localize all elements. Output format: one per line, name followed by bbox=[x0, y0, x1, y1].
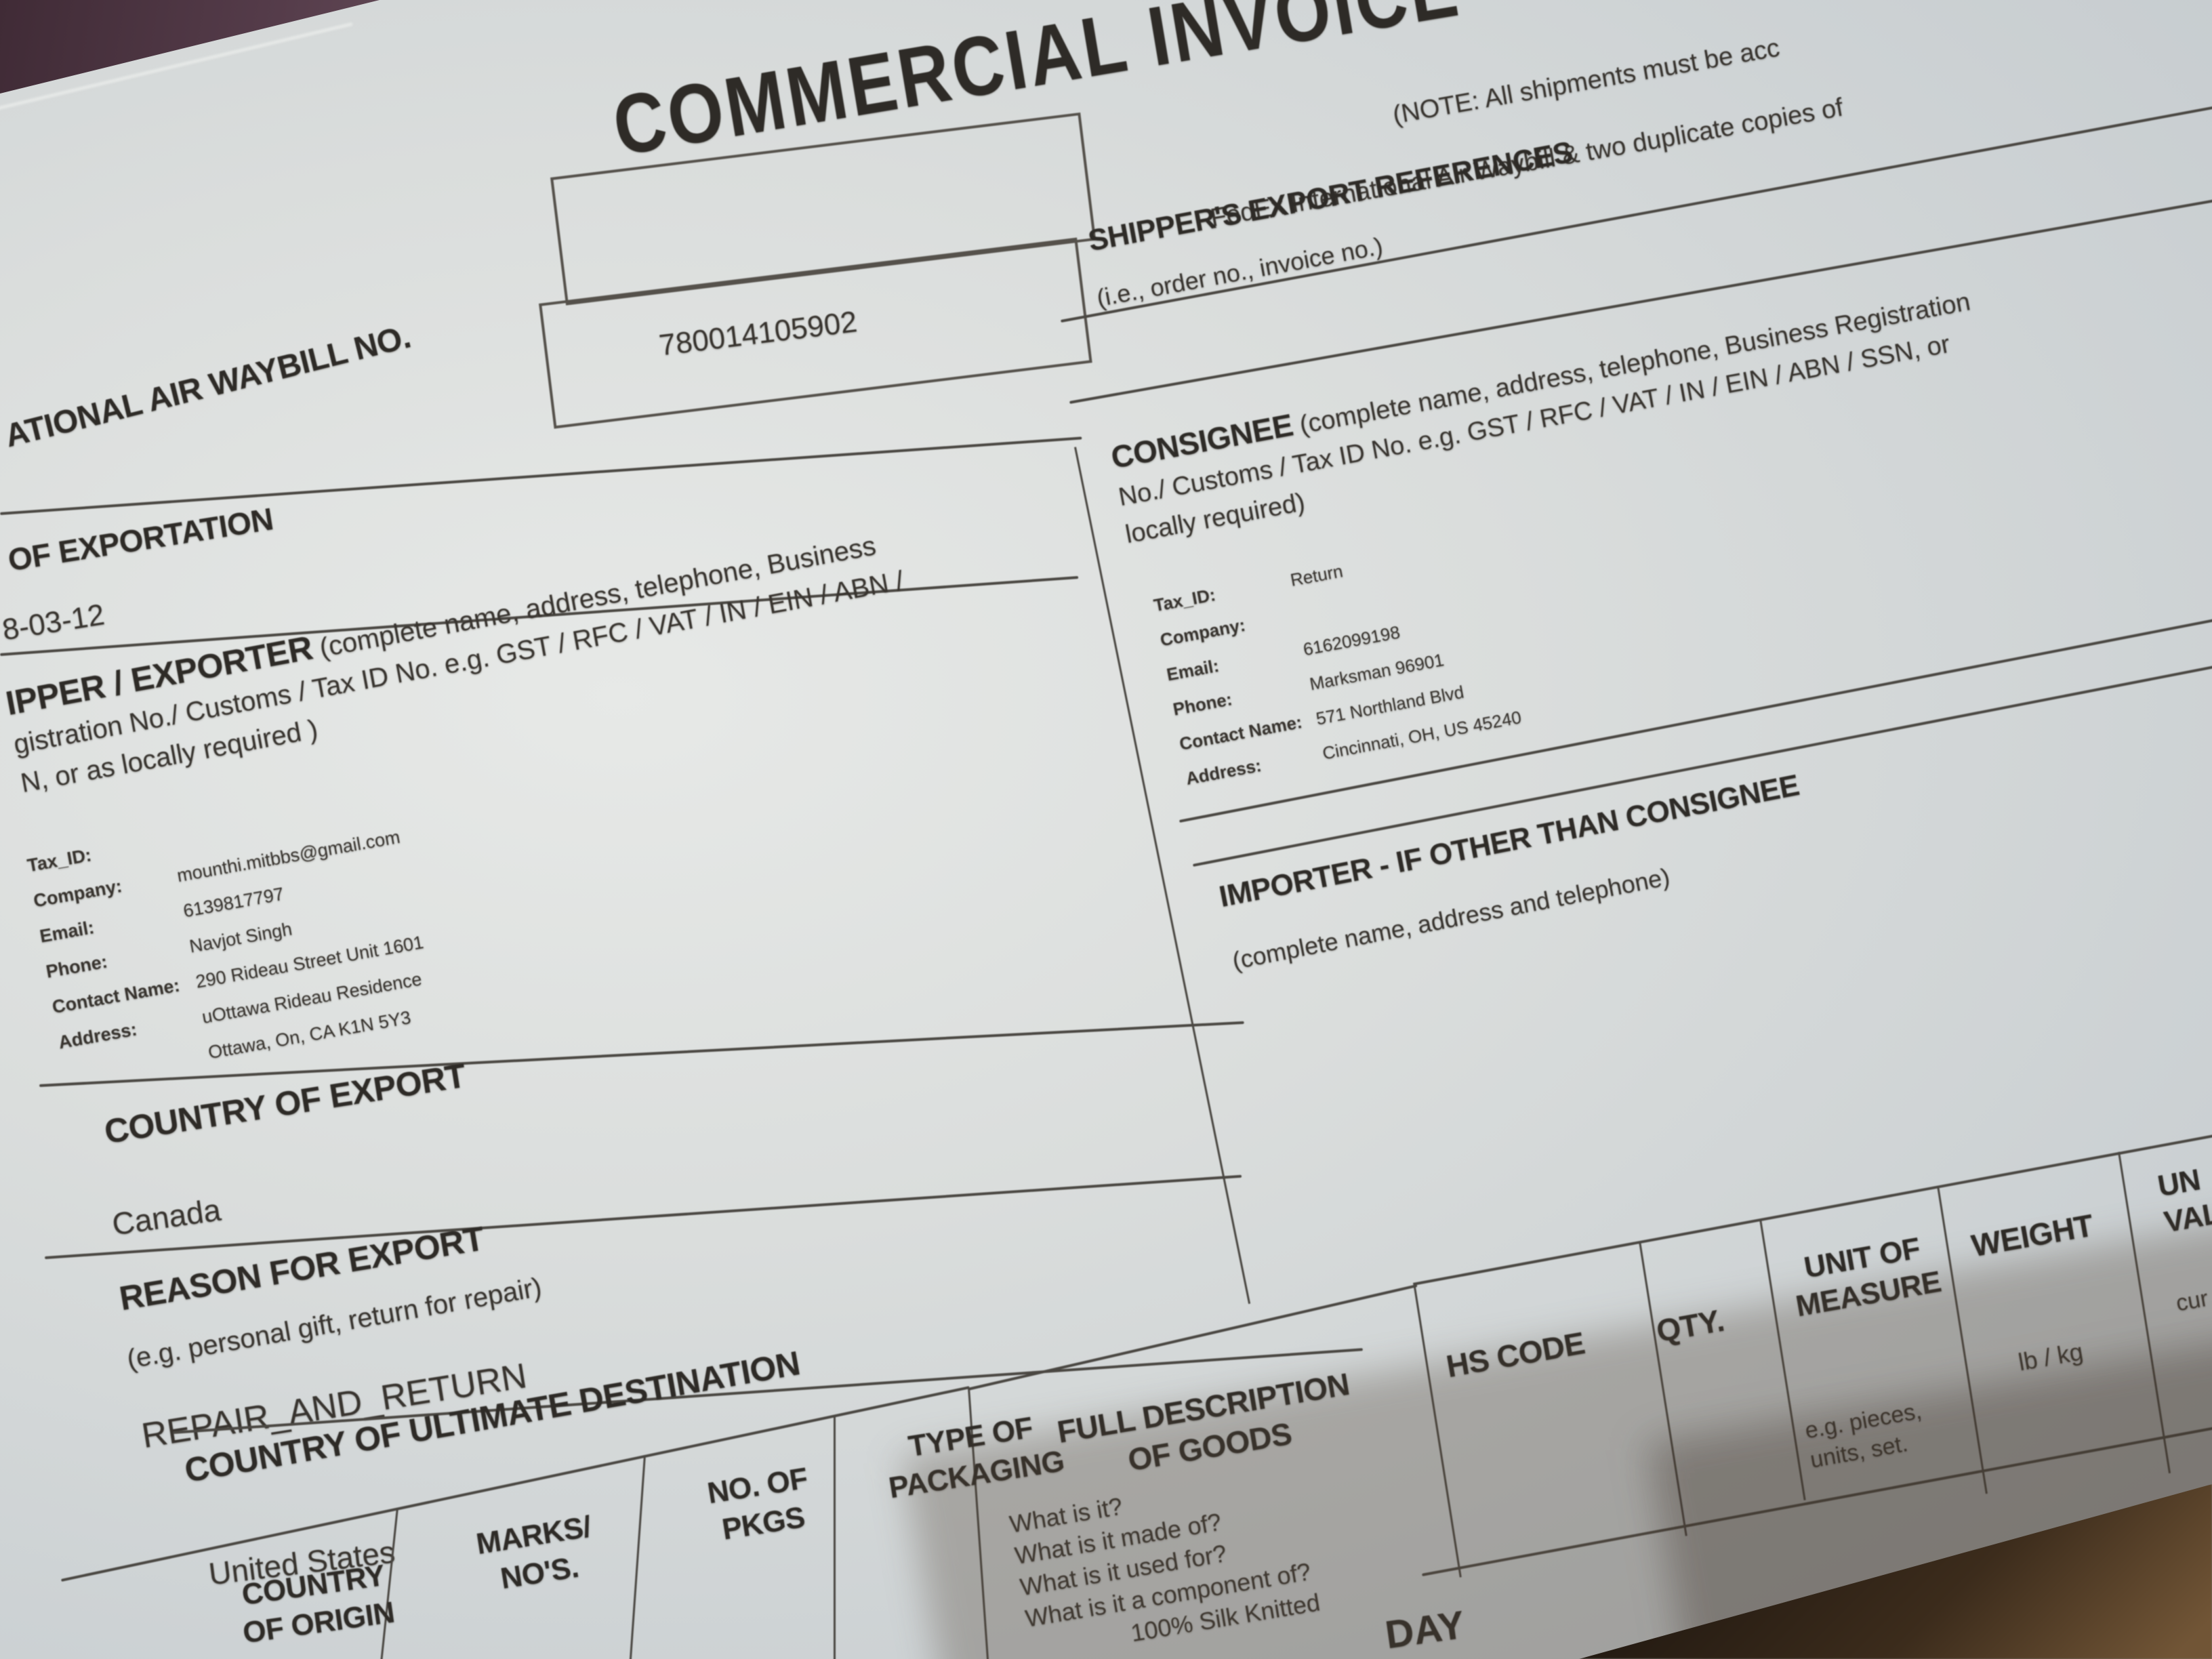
column-header-marks: MARKS/ NO'S. bbox=[430, 1501, 643, 1608]
air-waybill-label: ATIONAL AIR WAYBILL NO. bbox=[1, 319, 415, 455]
divider-above-date bbox=[0, 436, 1082, 515]
consignee-heading: CONSIGNEE (complete name, address, telep… bbox=[1108, 280, 1987, 554]
country-of-export-value: Canada bbox=[110, 1191, 223, 1242]
date-of-exportation-value: 8-03-12 bbox=[0, 598, 107, 647]
shipper-exporter-heading: IPPER / EXPORTER (complete name, address… bbox=[3, 520, 914, 803]
air-waybill-number: 780014105902 bbox=[657, 305, 859, 363]
divider-under-country-of-export bbox=[45, 1174, 1242, 1259]
column-header-no-of-pkgs: NO. OF PKGS bbox=[671, 1454, 850, 1556]
date-of-exportation-label: OF EXPORTATION bbox=[5, 501, 276, 578]
column-line-pkgs-packaging bbox=[834, 1415, 836, 1659]
shipper-fields: Tax_ID: Company: mounthi.mitbbs@gmail.com… bbox=[24, 783, 439, 1096]
consignee-fields: Tax_ID: Return Company: Email: 6162099198 … bbox=[1151, 526, 1524, 796]
